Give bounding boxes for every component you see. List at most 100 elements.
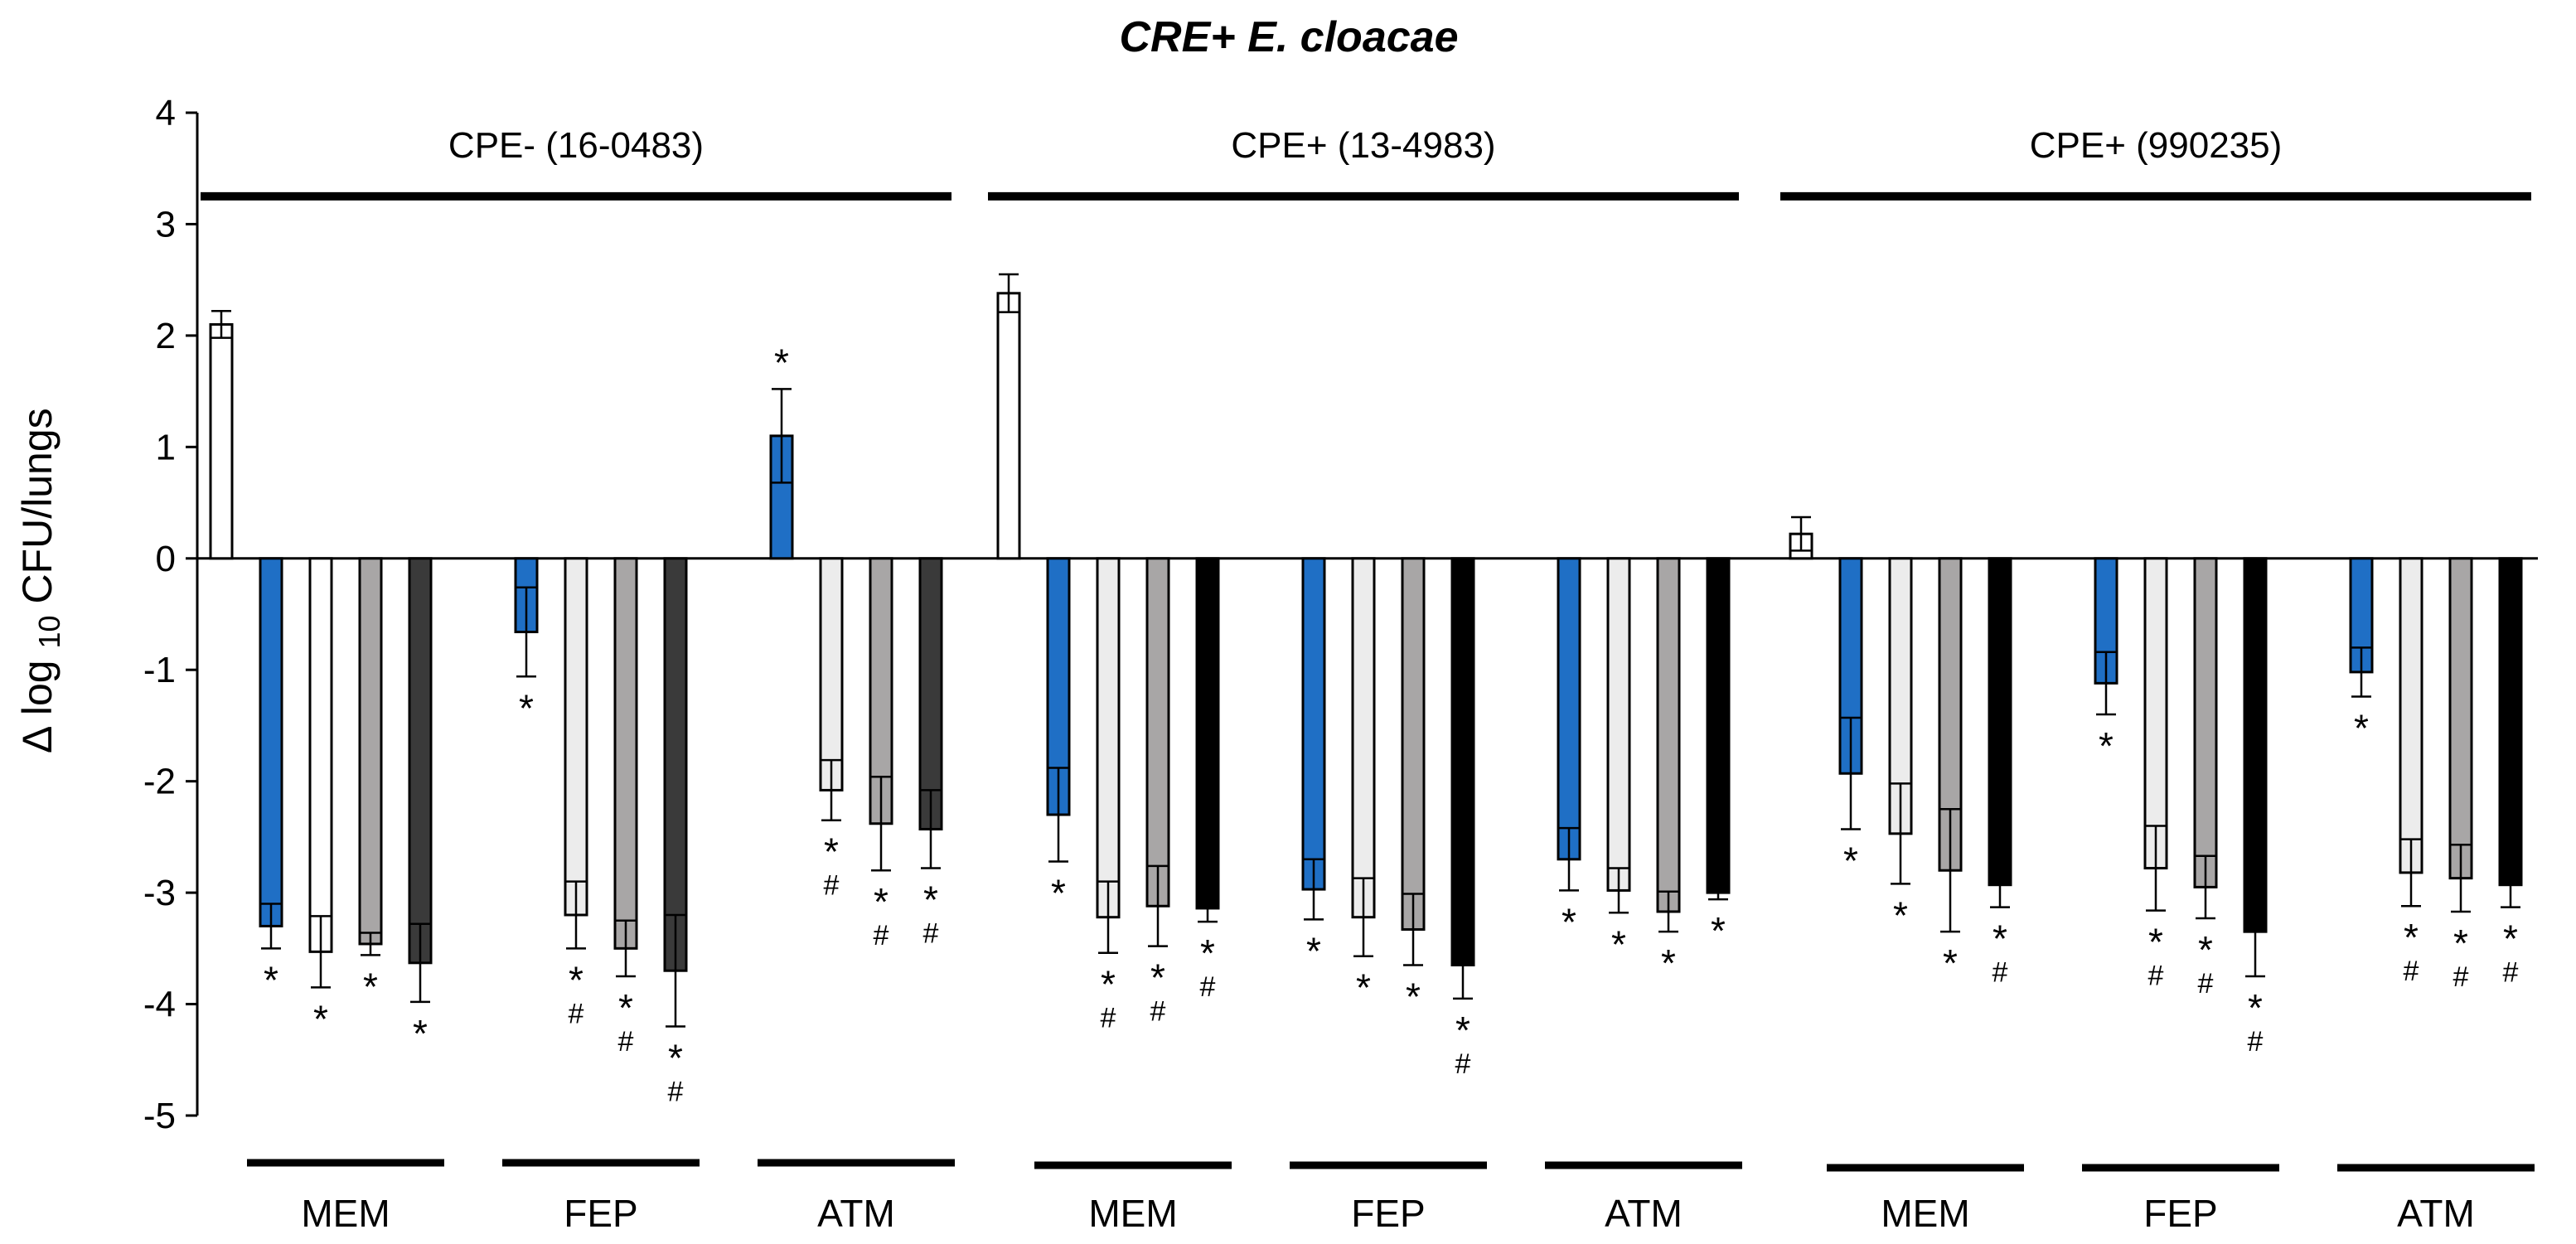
treatment-fep-bar xyxy=(1351,557,1376,919)
treatment-fep-sig-star: * xyxy=(1455,1009,1470,1052)
y-tick-label: 0 xyxy=(156,539,176,579)
chart-title: CRE+ E. cloacae xyxy=(1120,13,1459,61)
y-tick-label: -3 xyxy=(143,873,176,913)
treatment-fep-sig-star: * xyxy=(2198,928,2213,971)
treatment-atm-sig-hash: # xyxy=(824,870,840,902)
treatment-atm-sig-star: * xyxy=(2453,922,2468,965)
treatment-mem-sig-hash: # xyxy=(1101,1003,1116,1034)
strain-label: CPE+ (990235) xyxy=(2030,125,2283,166)
y-tick-label: -5 xyxy=(143,1096,176,1136)
treatment-fep-sig-star: * xyxy=(1356,966,1371,1009)
y-axis-title-log: log xyxy=(14,660,61,715)
treatment-atm-bar xyxy=(2448,557,2473,880)
y-axis-title-sub: 10 xyxy=(32,615,66,648)
treatment-mem-bar xyxy=(1988,557,2012,887)
strain-label: CPE- (16-0483) xyxy=(448,125,704,166)
treatment-atm-sig-hash: # xyxy=(2453,961,2469,993)
treatment-mem-sig-star: * xyxy=(1101,963,1116,1006)
treatment-fep-sig-hash: # xyxy=(668,1076,684,1107)
treatment-mem-bar xyxy=(1938,557,1963,872)
treatment-mem-bar xyxy=(259,557,283,927)
treatment-fep-sig-hash: # xyxy=(1455,1048,1471,1080)
treatment-atm-sig-star: * xyxy=(2404,916,2419,959)
treatment-mem-sig-star: * xyxy=(1051,871,1066,914)
treatment-atm-bar xyxy=(918,557,943,830)
drug-label: MEM xyxy=(1088,1192,1177,1235)
treatment-atm-bar xyxy=(1557,557,1581,861)
y-tick-label: -4 xyxy=(143,985,176,1025)
y-tick-label: 1 xyxy=(156,427,176,467)
treatment-atm-bar xyxy=(1606,557,1631,892)
drug-label: FEP xyxy=(2143,1192,2217,1235)
treatment-mem-sig-hash: # xyxy=(1150,996,1166,1028)
treatment-atm-bar xyxy=(2399,557,2423,874)
y-tick-label: -2 xyxy=(143,762,176,802)
y-axis-title-rest: CFU/lungs xyxy=(14,408,61,603)
drug-label: MEM xyxy=(301,1192,390,1235)
drug-label: FEP xyxy=(564,1192,637,1235)
treatment-fep-sig-star: * xyxy=(2148,921,2163,964)
treatment-mem-bar xyxy=(358,557,383,946)
treatment-atm-bar xyxy=(1656,557,1681,913)
treatment-fep-sig-star: * xyxy=(569,958,583,1001)
treatment-mem-bar xyxy=(1145,557,1170,908)
treatment-atm-sig-hash: # xyxy=(2404,956,2419,987)
treatment-mem-sig-star: * xyxy=(1150,956,1165,1000)
treatment-fep-bar xyxy=(613,557,638,950)
treatment-fep-sig-hash: # xyxy=(618,1026,634,1058)
treatment-fep-sig-hash: # xyxy=(2248,1026,2264,1058)
treatment-atm-sig-star: * xyxy=(1562,900,1576,943)
group-labels: CPE- (16-0483) MEM FEP ATM CPE+ (13-4983) MEM… xyxy=(201,125,2535,1235)
treatment-mem-sig-star: * xyxy=(1943,941,1958,985)
treatment-mem-sig-star: * xyxy=(313,997,328,1040)
treatment-mem-sig-hash: # xyxy=(1993,957,2008,989)
treatment-mem-sig-star: * xyxy=(1843,839,1858,882)
treatment-fep-bar xyxy=(2193,557,2218,888)
strain-label: CPE+ (13-4983) xyxy=(1231,125,1495,166)
treatment-fep-sig-hash: # xyxy=(2198,968,2214,1000)
treatment-fep-bar xyxy=(564,557,588,917)
treatment-atm-sig-star: * xyxy=(923,879,938,922)
treatment-mem-sig-star: * xyxy=(1993,917,2007,961)
treatment-atm-bar xyxy=(819,557,844,791)
treatment-fep-sig-hash: # xyxy=(2148,961,2164,992)
treatment-atm-sig-hash: # xyxy=(2503,957,2519,989)
treatment-atm-sig-star: * xyxy=(824,830,839,874)
axes: 4 3 2 1 0 -1 -2 -3 -4 -5 xyxy=(143,93,2538,1136)
treatment-atm-sig-star: * xyxy=(1611,922,1626,966)
bars: ******# *# *#**# *#*#**#*#*#** **#** ******#*… xyxy=(209,273,2523,1107)
y-tick-label: 3 xyxy=(156,204,176,244)
y-tick-label: -1 xyxy=(143,650,176,690)
drug-label: ATM xyxy=(817,1192,895,1235)
treatment-atm-sig-star: * xyxy=(2354,706,2369,749)
treatment-mem-sig-hash: # xyxy=(1200,971,1216,1003)
treatment-fep-sig-hash: # xyxy=(569,998,584,1029)
treatment-fep-bar xyxy=(663,557,688,972)
drug-label: FEP xyxy=(1351,1192,1425,1235)
treatment-atm-sig-star: * xyxy=(1661,941,1676,985)
y-tick-label: 2 xyxy=(156,316,176,356)
control-bar xyxy=(209,322,234,560)
treatment-mem-sig-star: * xyxy=(1893,893,1908,937)
treatment-mem-sig-star: * xyxy=(413,1012,428,1055)
treatment-atm-bar xyxy=(1706,557,1731,894)
treatment-atm-sig-hash: # xyxy=(874,920,889,951)
svg-text:∆ log 10: ∆ log 10 CFU/lungs xyxy=(14,408,69,752)
y-tick-label: 4 xyxy=(156,93,176,133)
treatment-mem-bar xyxy=(1096,557,1121,919)
drug-label: MEM xyxy=(1881,1192,1969,1235)
treatment-mem-bar xyxy=(308,557,333,953)
drug-label: ATM xyxy=(1605,1192,1683,1235)
treatment-mem-sig-star: * xyxy=(1200,932,1215,975)
treatment-fep-sig-star: * xyxy=(1406,975,1421,1019)
treatment-fep-sig-star: * xyxy=(618,986,633,1029)
treatment-fep-sig-star: * xyxy=(668,1036,683,1079)
treatment-fep-bar xyxy=(1450,557,1475,966)
treatment-fep-bar xyxy=(1301,557,1326,891)
treatment-fep-bar xyxy=(2094,557,2118,685)
y-axis-title-delta: ∆ xyxy=(14,727,61,753)
treatment-atm-bar xyxy=(2498,557,2523,887)
treatment-mem-sig-star: * xyxy=(363,965,378,1008)
